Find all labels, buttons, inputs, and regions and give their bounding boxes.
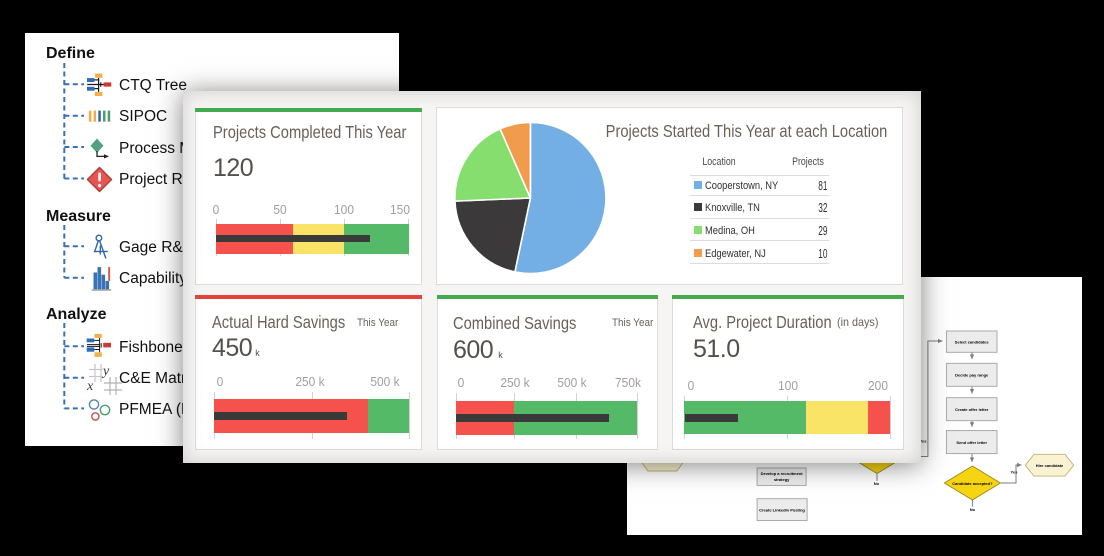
svg-text:Select candidates: Select candidates: [955, 340, 990, 345]
svg-text:No: No: [874, 481, 880, 486]
svg-text:x: x: [86, 379, 94, 394]
svg-text:Hire candidate: Hire candidate: [1036, 463, 1064, 468]
svg-text:strategy: strategy: [774, 477, 790, 482]
svg-text:y: y: [101, 364, 110, 379]
svg-text:Create LinkedIn Posting: Create LinkedIn Posting: [759, 507, 805, 512]
svg-text:Decide pay range: Decide pay range: [955, 373, 989, 378]
svg-text:Send offer letter: Send offer letter: [956, 440, 987, 445]
svg-text:Candidate accepted?: Candidate accepted?: [952, 481, 993, 486]
svg-text:Yes: Yes: [920, 439, 928, 444]
svg-text:No: No: [970, 507, 976, 512]
svg-text:Develop a recruitment: Develop a recruitment: [761, 471, 804, 476]
svg-text:Create offer letter: Create offer letter: [955, 407, 989, 412]
svg-text:Yes: Yes: [1011, 470, 1019, 475]
